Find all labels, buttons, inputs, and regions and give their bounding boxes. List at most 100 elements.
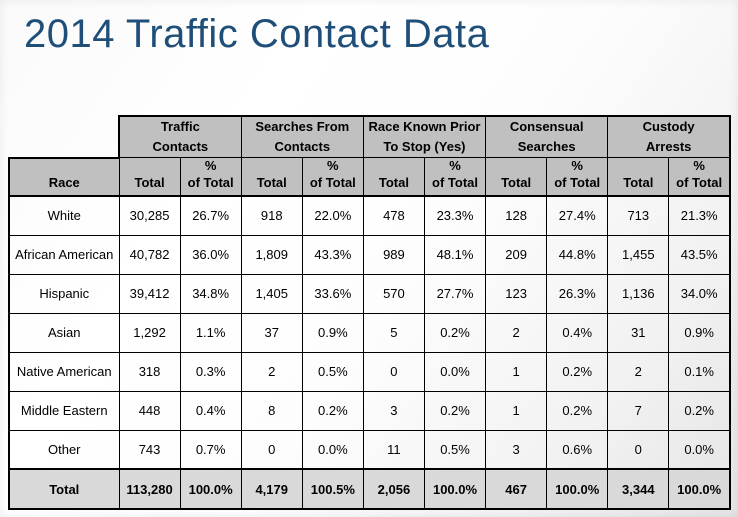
- value-cell: 743: [118, 429, 181, 470]
- group-header-searches-from-contacts: Searches From Contacts: [240, 115, 364, 159]
- race-cell: Asian: [8, 312, 120, 353]
- value-cell: 36.0%: [179, 234, 242, 275]
- value-cell: 1.1%: [179, 312, 242, 353]
- value-cell: 1,136: [607, 273, 670, 314]
- table-row: Asian 1,292 1.1% 37 0.9% 5 0.2% 2 0.4% 31 0.9%: [8, 312, 732, 353]
- group-header-traffic-contacts: Traffic Contacts: [117, 115, 242, 159]
- group-header-race-known-prior: Race Known Prior To Stop (Yes): [362, 115, 487, 159]
- value-cell: 26.3%: [546, 273, 609, 314]
- value-cell: 11: [362, 429, 425, 470]
- value-cell: 989: [362, 234, 425, 275]
- value-cell: 27.7%: [423, 273, 487, 314]
- total-value-cell: 100.0%: [546, 468, 609, 511]
- subheader-pct-of-total: % of Total: [423, 157, 487, 198]
- subheader-total: Total: [362, 157, 425, 198]
- group-header-consensual-searches: Consensual Searches: [485, 115, 609, 159]
- group-header-row: Traffic Contacts Searches From Contacts …: [9, 115, 732, 159]
- value-cell: 23.3%: [423, 195, 487, 236]
- value-cell: 0.1%: [668, 351, 732, 392]
- subheader-pct-of-total: % of Total: [546, 157, 609, 198]
- total-value-cell: 4,179: [240, 468, 303, 511]
- total-label-cell: Total: [8, 468, 120, 511]
- value-cell: 39,412: [118, 273, 181, 314]
- value-cell: 478: [362, 195, 425, 236]
- value-cell: 128: [485, 195, 548, 236]
- total-value-cell: 100.0%: [423, 468, 487, 511]
- total-value-cell: 100.0%: [179, 468, 242, 511]
- subheader-total: Total: [607, 157, 670, 198]
- race-cell: African American: [8, 234, 120, 275]
- value-cell: 318: [118, 351, 181, 392]
- value-cell: 0: [607, 429, 670, 470]
- value-cell: 43.5%: [668, 234, 732, 275]
- slide-title: 2014 Traffic Contact Data: [24, 12, 490, 56]
- value-cell: 48.1%: [423, 234, 487, 275]
- value-cell: 0: [240, 429, 303, 470]
- total-value-cell: 2,056: [362, 468, 425, 511]
- race-cell: Other: [8, 429, 120, 470]
- group-header-custody-arrests: Custody Arrests: [607, 115, 732, 159]
- table-row: African American 40,782 36.0% 1,809 43.3% 989…: [8, 234, 732, 275]
- subheader-pct-of-total: % of Total: [668, 157, 732, 198]
- race-column-header: Race: [8, 156, 120, 198]
- table-row: Native American 318 0.3% 2 0.5% 0 0.0% 1 0.2% 2 0.…: [8, 351, 732, 392]
- value-cell: 21.3%: [668, 195, 732, 236]
- value-cell: 27.4%: [546, 195, 609, 236]
- total-row: Total 113,280 100.0% 4,179 100.5% 2,056 100.0%…: [8, 468, 732, 511]
- value-cell: 22.0%: [301, 195, 364, 236]
- value-cell: 0.2%: [423, 390, 487, 431]
- value-cell: 0.4%: [546, 312, 609, 353]
- total-value-cell: 113,280: [118, 468, 181, 511]
- value-cell: 31: [607, 312, 670, 353]
- race-cell: White: [8, 195, 120, 236]
- value-cell: 0.2%: [546, 351, 609, 392]
- value-cell: 0.5%: [423, 429, 487, 470]
- value-cell: 209: [485, 234, 548, 275]
- value-cell: 0.3%: [179, 351, 242, 392]
- value-cell: 8: [240, 390, 303, 431]
- subheader-total: Total: [118, 157, 181, 198]
- table-row: Middle Eastern 448 0.4% 8 0.2% 3 0.2% 1 0.2% 7 0.2…: [8, 390, 732, 431]
- table-row: Hispanic 39,412 34.8% 1,405 33.6% 570 27.7% 123…: [8, 273, 732, 314]
- race-cell: Middle Eastern: [8, 390, 120, 431]
- value-cell: 0.0%: [423, 351, 487, 392]
- total-value-cell: 100.0%: [668, 468, 732, 511]
- value-cell: 0.6%: [546, 429, 609, 470]
- value-cell: 918: [240, 195, 303, 236]
- value-cell: 37: [240, 312, 303, 353]
- value-cell: 2: [240, 351, 303, 392]
- value-cell: 448: [118, 390, 181, 431]
- total-value-cell: 100.5%: [301, 468, 364, 511]
- table-row: White 30,285 26.7% 918 22.0% 478 23.3% 128 27.4%…: [8, 195, 732, 236]
- subheader-pct-of-total: % of Total: [179, 157, 242, 198]
- value-cell: 44.8%: [546, 234, 609, 275]
- subheader-total: Total: [485, 157, 548, 198]
- value-cell: 2: [485, 312, 548, 353]
- value-cell: 0.5%: [301, 351, 364, 392]
- race-cell: Native American: [8, 351, 120, 392]
- value-cell: 3: [362, 390, 425, 431]
- value-cell: 2: [607, 351, 670, 392]
- value-cell: 0.9%: [301, 312, 364, 353]
- value-cell: 33.6%: [301, 273, 364, 314]
- value-cell: 43.3%: [301, 234, 364, 275]
- value-cell: 1,809: [240, 234, 303, 275]
- value-cell: 3: [485, 429, 548, 470]
- value-cell: 30,285: [118, 195, 181, 236]
- value-cell: 0.0%: [301, 429, 364, 470]
- value-cell: 0.7%: [179, 429, 242, 470]
- value-cell: 0.0%: [668, 429, 732, 470]
- total-value-cell: 3,344: [607, 468, 670, 511]
- subheader-pct-of-total: % of Total: [301, 157, 364, 198]
- subheader-total: Total: [240, 157, 303, 198]
- race-cell: Hispanic: [8, 273, 120, 314]
- subheader-row: Race Total % of Total Total % of Total T…: [8, 156, 732, 198]
- value-cell: 1,455: [607, 234, 670, 275]
- value-cell: 0: [362, 351, 425, 392]
- value-cell: 34.0%: [668, 273, 732, 314]
- value-cell: 0.2%: [301, 390, 364, 431]
- value-cell: 26.7%: [179, 195, 242, 236]
- corner-cell: [9, 116, 119, 158]
- value-cell: 34.8%: [179, 273, 242, 314]
